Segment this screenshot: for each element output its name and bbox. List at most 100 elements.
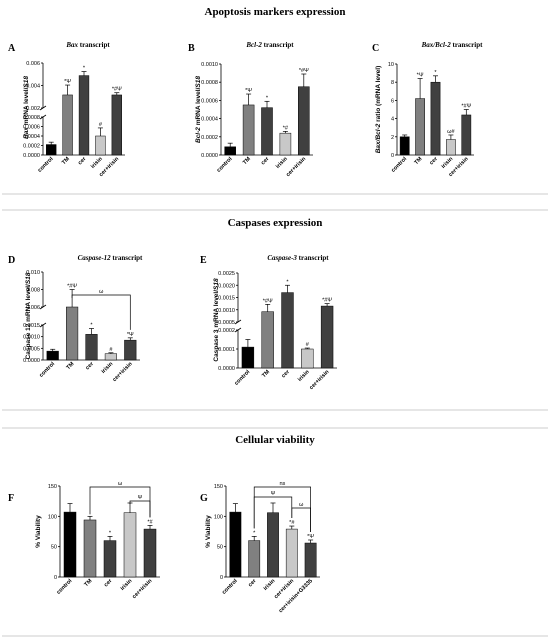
- x-tick-label: irisin: [120, 578, 134, 592]
- y-tick-label: 0.004: [26, 84, 40, 90]
- bar-cer: [248, 540, 261, 578]
- significance-label: *#Ψ: [112, 87, 122, 93]
- panel-label: G: [200, 493, 208, 504]
- significance-label: *Ψ: [307, 534, 314, 540]
- bar-tm: [242, 104, 255, 156]
- significance-label: *#: [289, 520, 295, 526]
- y-tick-label: 0.0000: [23, 153, 40, 159]
- x-tick-label: cer+irisin+G3335: [278, 578, 314, 614]
- bar-irisin: [301, 348, 314, 369]
- comparison-label: ω: [99, 289, 104, 295]
- significance-label: *: [253, 530, 256, 536]
- y-tick-label: 0.0020: [218, 283, 235, 289]
- y-tick-label: 0.0004: [23, 134, 40, 140]
- x-tick-label: irisin: [275, 156, 289, 170]
- bar-cer: [430, 81, 441, 156]
- panel-title: Bcl-2 transcript: [245, 41, 294, 49]
- y-tick-label: 0.002: [26, 106, 40, 112]
- y-tick-label: 0: [391, 153, 394, 159]
- significance-label: *#Ψ: [263, 298, 273, 304]
- comparison-label: ω: [118, 481, 123, 487]
- comparison-bracket: [89, 486, 151, 518]
- significance-label: *: [90, 323, 93, 329]
- y-axis-label: Bax mRNA level/S18: [23, 76, 30, 139]
- x-tick-label: cer: [260, 156, 271, 167]
- y-tick-label: 0.0005: [218, 320, 235, 326]
- bar-cer-irisin-g3335: [304, 542, 317, 578]
- panel-label: B: [188, 43, 195, 54]
- x-tick-label: TM: [83, 578, 93, 588]
- y-axis-label: Bax/Bcl-2 ratio (mRNA level): [375, 66, 382, 154]
- x-tick-label: cer+irisin: [309, 369, 331, 391]
- y-tick-label: 0: [220, 575, 223, 581]
- y-axis-label: Caspase 12 mRNA level/S18: [25, 272, 32, 359]
- y-tick-label: 100: [214, 514, 223, 520]
- x-tick-label: cer: [281, 369, 292, 380]
- bar-control: [46, 144, 57, 156]
- x-tick-label: TM: [242, 156, 252, 166]
- bar-control: [241, 346, 255, 369]
- bar-cer: [78, 75, 90, 156]
- x-tick-label: cer+irisin: [112, 361, 134, 383]
- y-tick-label: 0.0008: [201, 80, 218, 86]
- comparison-bracket: [129, 500, 151, 518]
- significance-label: *Ψ: [127, 332, 134, 338]
- panel-title: Caspase-3 transcript: [267, 254, 329, 262]
- significance-label: *Ψ: [64, 79, 71, 85]
- panel-title: Caspase-12 transcript: [78, 254, 143, 262]
- x-tick-label: TM: [414, 156, 424, 166]
- x-tick-label: cer+irisin: [131, 578, 153, 600]
- y-tick-label: 0.006: [26, 61, 40, 67]
- bar-control: [229, 511, 242, 578]
- bar-irisin: [95, 135, 106, 156]
- bar-tm: [415, 98, 425, 156]
- comparison-label: ω: [299, 502, 304, 508]
- y-tick-label: 0.0008: [23, 115, 40, 121]
- x-tick-label: control: [38, 361, 56, 379]
- comparison-bracket: [291, 507, 311, 532]
- x-tick-label: control: [56, 578, 74, 596]
- significance-label: *: [83, 66, 86, 72]
- section-title-apoptosis: Apoptosis markers expression: [205, 6, 346, 18]
- y-axis-label: Caspase 3 mRNA level/S18: [213, 278, 220, 362]
- bar-control: [46, 350, 59, 361]
- x-tick-label: cer+irisin: [285, 156, 307, 178]
- significance-label: #: [109, 347, 113, 353]
- y-tick-label: 0.0010: [201, 62, 218, 68]
- significance-label: *: [109, 530, 112, 536]
- bar-cer-irisin: [143, 528, 157, 578]
- y-tick-label: 0.0015: [218, 296, 235, 302]
- y-tick-label: 0.0000: [201, 153, 218, 159]
- comparison-bracket: [253, 486, 311, 532]
- y-tick-label: 2: [391, 135, 394, 141]
- x-tick-label: TM: [61, 156, 71, 166]
- y-axis-label: % Viability: [35, 515, 42, 548]
- x-tick-label: cer: [85, 361, 96, 372]
- chart-panel-f: F 0 50 100 150 % Viability control TM * cer irisin…: [8, 481, 160, 600]
- comparison-label: Ψ: [138, 495, 143, 501]
- bar-tm: [62, 94, 73, 156]
- panel-label: D: [8, 255, 15, 266]
- y-tick-label: 50: [51, 545, 57, 551]
- bar-tm: [66, 306, 79, 361]
- y-tick-label: 150: [214, 484, 223, 490]
- bar-cer: [85, 334, 98, 361]
- comparison-bracket: [71, 294, 131, 330]
- y-tick-label: 10: [388, 62, 394, 68]
- x-tick-label: irisin: [263, 578, 277, 592]
- y-tick-label: 0.0006: [201, 98, 218, 104]
- x-tick-label: TM: [261, 369, 271, 379]
- y-tick-label: 0: [54, 575, 57, 581]
- y-tick-label: 0.0010: [23, 335, 40, 341]
- bar-tm: [261, 311, 274, 369]
- chart-panel-g: G 0 50 100 150 % Viability control * cer irisin *#…: [200, 481, 320, 614]
- bar-irisin: [446, 139, 456, 156]
- bar-cer-irisin: [320, 305, 334, 369]
- bar-cer-irisin: [285, 528, 298, 578]
- y-tick-label: 0.0005: [23, 346, 40, 352]
- chart-panels: A Bax transcript 0.0000 0.0002 0.0004 0.0006 0…: [8, 41, 483, 614]
- bar-cer-irisin: [298, 86, 310, 156]
- section-title-viability: Cellular viability: [235, 434, 315, 446]
- y-tick-label: 0.0000: [218, 366, 235, 372]
